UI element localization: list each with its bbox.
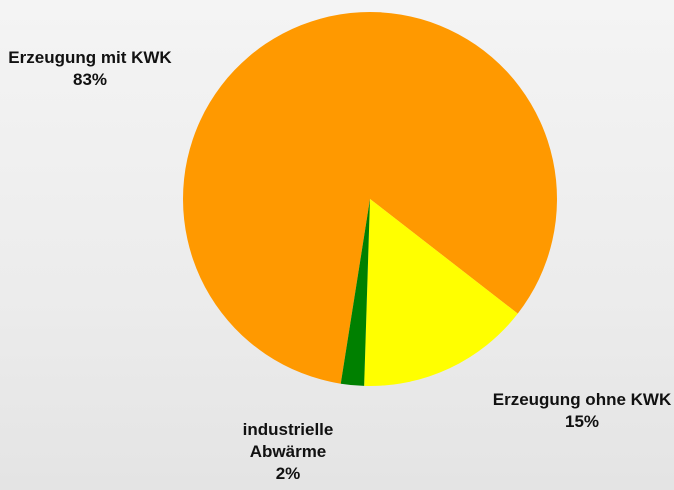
category-label: industrielle Abwärme — [242, 420, 334, 461]
pie-slice — [364, 199, 518, 386]
value-label: 83% — [72, 70, 108, 89]
pie-slice — [340, 199, 370, 386]
category-label: Erzeugung mit KWK — [8, 48, 172, 67]
slice-label: Erzeugung ohne KWK 15% — [492, 389, 672, 433]
pie-slice — [182, 12, 557, 384]
value-label: 15% — [564, 412, 600, 431]
slice-label: industrielle Abwärme 2% — [223, 419, 353, 485]
slice-label: Erzeugung mit KWK 83% — [5, 47, 175, 91]
value-label: 2% — [275, 464, 301, 483]
category-label: Erzeugung ohne KWK — [492, 390, 672, 409]
